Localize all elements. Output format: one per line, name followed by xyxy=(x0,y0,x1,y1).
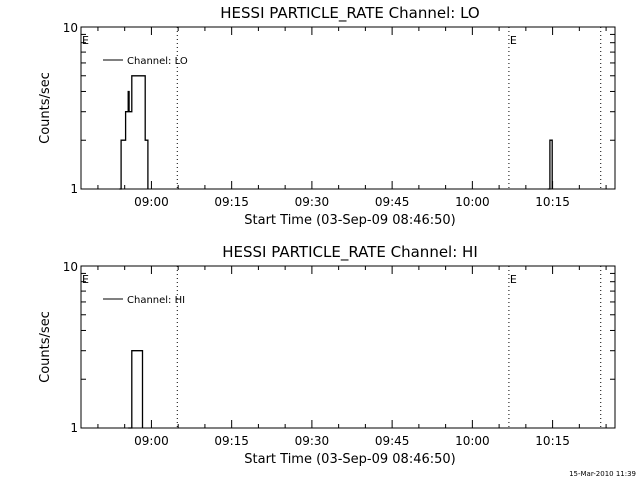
data-series xyxy=(128,350,144,429)
x-axis-label: Start Time (03-Sep-09 08:46:50) xyxy=(244,213,455,228)
y-tick-label-max: 10 xyxy=(63,260,78,274)
series-line xyxy=(128,350,144,429)
x-tick-label: 09:30 xyxy=(295,434,330,448)
y-axis-label: Counts/sec xyxy=(38,72,53,144)
x-axis-label: Start Time (03-Sep-09 08:46:50) xyxy=(244,452,455,467)
y-tick-label-max: 10 xyxy=(63,21,78,35)
plot-frame xyxy=(80,265,616,429)
event-flag: E xyxy=(510,34,517,47)
chart-title: HESSI PARTICLE_RATE Channel: HI xyxy=(222,243,478,262)
plot-frame xyxy=(80,26,616,190)
chart-title: HESSI PARTICLE_RATE Channel: LO xyxy=(220,4,479,23)
event-flag: E xyxy=(510,273,517,286)
x-tick-label: 09:15 xyxy=(214,195,249,209)
x-tick-label: 09:45 xyxy=(375,195,410,209)
x-tick-label: 10:15 xyxy=(535,195,570,209)
x-tick-label: 10:00 xyxy=(455,434,490,448)
series-line xyxy=(547,139,553,190)
x-tick-label: 10:00 xyxy=(455,195,490,209)
event-flag: E xyxy=(82,273,89,286)
x-tick-label: 09:00 xyxy=(134,434,169,448)
axis-ticks: 09:00 09:15 09:30 09:45 10:00 10:15 xyxy=(81,27,615,209)
data-series xyxy=(119,75,553,190)
y-tick-label-min: 1 xyxy=(70,421,78,435)
x-tick-label: 09:30 xyxy=(295,195,330,209)
x-tick-label: 09:45 xyxy=(375,434,410,448)
x-tick-label: 09:15 xyxy=(214,434,249,448)
x-tick-label: 09:00 xyxy=(134,195,169,209)
panel-channel-lo: HESSI PARTICLE_RATE Channel: LO Start Ti… xyxy=(38,4,616,228)
legend-label: Channel: HI xyxy=(127,295,185,306)
event-flag: E xyxy=(82,34,89,47)
y-tick-label-min: 1 xyxy=(70,182,78,196)
axis-ticks: 09:00 09:15 09:30 09:45 10:00 10:15 xyxy=(81,266,615,448)
series-line xyxy=(119,75,149,190)
timestamp: 15-Mar-2010 11:39 xyxy=(569,470,636,478)
y-axis-label: Counts/sec xyxy=(38,311,53,383)
legend-label: Channel: LO xyxy=(127,56,188,67)
x-tick-label: 10:15 xyxy=(535,434,570,448)
panel-channel-hi: HESSI PARTICLE_RATE Channel: HI Start Ti… xyxy=(38,243,616,467)
